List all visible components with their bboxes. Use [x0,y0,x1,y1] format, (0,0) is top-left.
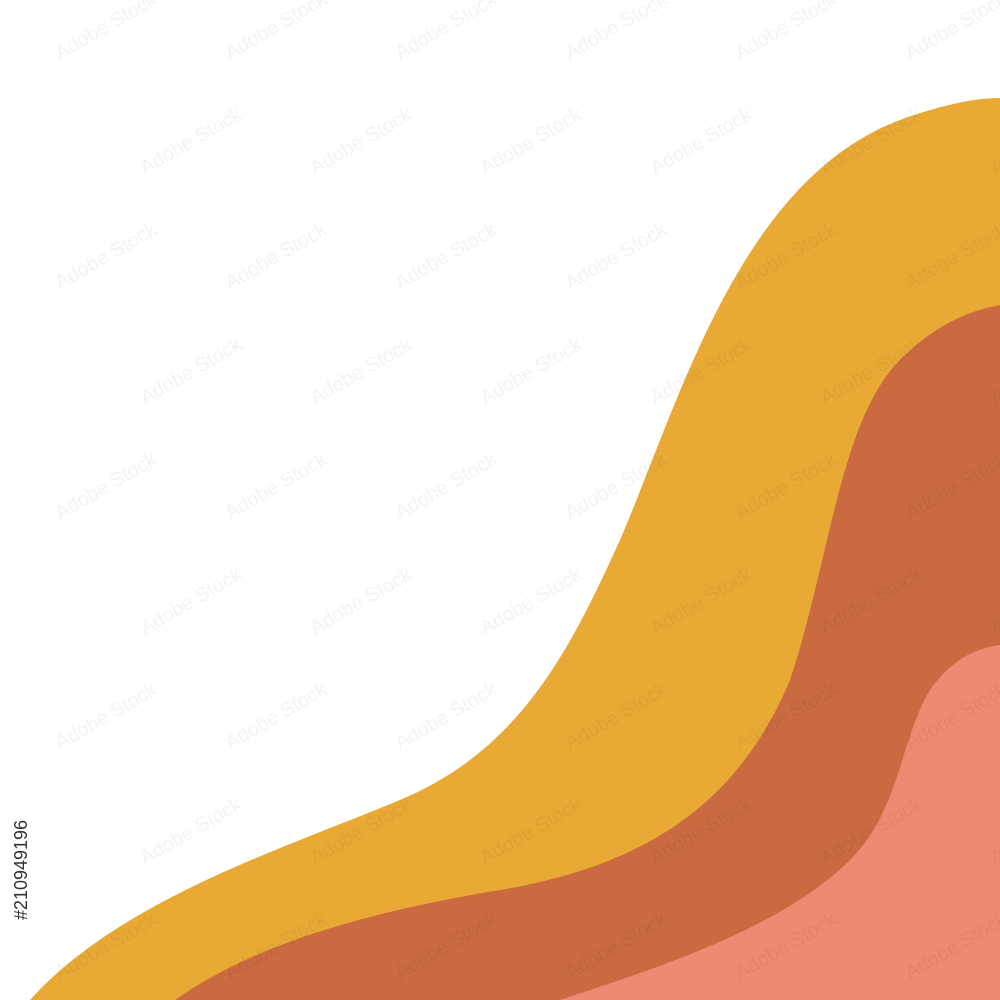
orange-wave [175,305,1000,1000]
pink-wave [560,645,1000,1000]
image-id: #210949196 [11,820,31,920]
